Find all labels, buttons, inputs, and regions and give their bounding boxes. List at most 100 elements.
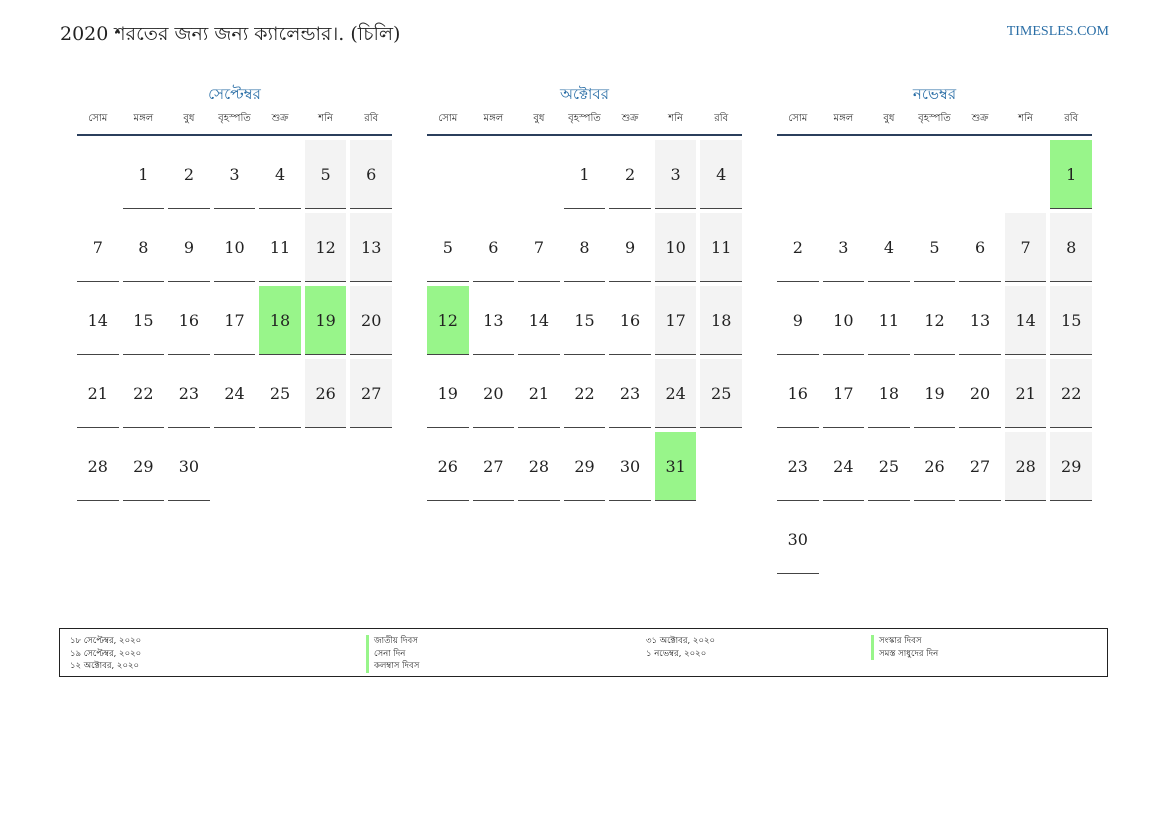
day-cell[interactable]: 16	[168, 286, 210, 355]
day-cell[interactable]: 22	[563, 359, 606, 428]
day-cell[interactable]: 29	[122, 432, 165, 501]
day-cell[interactable]: 21	[77, 359, 119, 428]
day-cell[interactable]: 29	[563, 432, 606, 501]
day-cell[interactable]: 25	[259, 359, 301, 428]
weekday-label: সোম	[88, 113, 108, 124]
day-cell[interactable]: 27	[959, 432, 1001, 501]
day-cell[interactable]: 4	[700, 140, 742, 209]
day-cell[interactable]: 29	[1050, 432, 1092, 501]
day-cell[interactable]: 15	[1050, 286, 1092, 355]
day-cell[interactable]: 11	[868, 286, 910, 355]
day-cell[interactable]: 19	[427, 359, 469, 428]
day-cell[interactable]: 28	[1004, 432, 1047, 501]
day-cell[interactable]: 11	[700, 213, 742, 282]
day-cell[interactable]: 10	[654, 213, 697, 282]
day-cell[interactable]: 9	[168, 213, 210, 282]
day-cell[interactable]: 17	[654, 286, 697, 355]
day-cell[interactable]: 30	[777, 505, 819, 574]
day-cell[interactable]: 4	[868, 213, 910, 282]
day-cell[interactable]: 24	[213, 359, 256, 428]
holiday-day-cell[interactable]: 19	[304, 286, 347, 355]
day-cell[interactable]: 1	[563, 140, 606, 209]
day-cell[interactable]: 6	[472, 213, 515, 282]
site-link[interactable]: TIMESLES.COM	[1006, 24, 1109, 39]
day-cell[interactable]: 20	[350, 286, 392, 355]
day-cell[interactable]: 8	[1050, 213, 1092, 282]
day-cell[interactable]: 16	[609, 286, 651, 355]
day-cell[interactable]: 2	[609, 140, 651, 209]
holiday-day-cell[interactable]: 12	[427, 286, 469, 355]
day-cell[interactable]: 8	[122, 213, 165, 282]
day-cell[interactable]: 6	[350, 140, 392, 209]
days-grid: 1 2 3 4 5 6 7 8 9 10 11 12 13 14 15 16 17 18 19 20 21 22 23 24 2…	[427, 140, 742, 501]
day-cell[interactable]: 19	[913, 359, 956, 428]
legend-dates-left: ১৮ সেপ্টেম্বর, ২০২০ ১৯ সেপ্টেম্বর, ২০২০ ১২…	[70, 635, 141, 673]
day-cell[interactable]: 22	[122, 359, 165, 428]
day-cell[interactable]: 6	[959, 213, 1001, 282]
day-cell[interactable]: 11	[259, 213, 301, 282]
day-cell[interactable]: 13	[350, 213, 392, 282]
day-cell[interactable]: 2	[777, 213, 819, 282]
day-cell[interactable]: 23	[168, 359, 210, 428]
day-cell[interactable]: 30	[168, 432, 210, 501]
day-cell[interactable]: 4	[259, 140, 301, 209]
day-cell[interactable]: 14	[77, 286, 119, 355]
day-cell[interactable]: 9	[609, 213, 651, 282]
day-cell[interactable]: 25	[700, 359, 742, 428]
day-cell[interactable]: 15	[122, 286, 165, 355]
day-cell[interactable]: 1	[122, 140, 165, 209]
weekday-label: শুক্র	[971, 113, 989, 124]
day-cell[interactable]: 21	[1004, 359, 1047, 428]
day-cell[interactable]: 10	[822, 286, 865, 355]
day-cell[interactable]: 18	[700, 286, 742, 355]
day-cell[interactable]: 12	[913, 286, 956, 355]
day-cell[interactable]: 22	[1050, 359, 1092, 428]
holiday-day-cell[interactable]: 18	[259, 286, 301, 355]
day-cell[interactable]: 5	[304, 140, 347, 209]
day-cell[interactable]: 21	[518, 359, 560, 428]
day-cell[interactable]: 7	[518, 213, 560, 282]
day-cell[interactable]: 30	[609, 432, 651, 501]
weekday-label: মঙ্গল	[833, 113, 854, 124]
day-cell[interactable]: 17	[213, 286, 256, 355]
day-cell[interactable]: 13	[959, 286, 1001, 355]
day-cell[interactable]: 23	[609, 359, 651, 428]
day-cell[interactable]: 3	[822, 213, 865, 282]
day-cell[interactable]: 26	[913, 432, 956, 501]
day-cell[interactable]: 12	[304, 213, 347, 282]
day-cell[interactable]: 28	[77, 432, 119, 501]
day-cell[interactable]: 2	[168, 140, 210, 209]
day-cell[interactable]: 7	[1004, 213, 1047, 282]
day-cell[interactable]: 20	[959, 359, 1001, 428]
day-cell[interactable]: 24	[654, 359, 697, 428]
day-cell[interactable]: 27	[472, 432, 515, 501]
day-cell[interactable]: 18	[868, 359, 910, 428]
day-cell[interactable]: 26	[427, 432, 469, 501]
empty-cell	[427, 140, 469, 209]
day-cell[interactable]: 3	[213, 140, 256, 209]
day-cell[interactable]: 14	[1004, 286, 1047, 355]
day-cell[interactable]: 26	[304, 359, 347, 428]
day-cell[interactable]: 13	[472, 286, 515, 355]
day-cell[interactable]: 9	[777, 286, 819, 355]
day-cell[interactable]: 25	[868, 432, 910, 501]
holiday-day-cell[interactable]: 1	[1050, 140, 1092, 209]
day-cell[interactable]: 23	[777, 432, 819, 501]
holiday-day-cell[interactable]: 31	[654, 432, 697, 501]
day-cell[interactable]: 20	[472, 359, 515, 428]
day-cell[interactable]: 8	[563, 213, 606, 282]
day-cell[interactable]: 5	[427, 213, 469, 282]
weekday-label: শুক্র	[271, 113, 289, 124]
day-cell[interactable]: 27	[350, 359, 392, 428]
day-cell[interactable]: 14	[518, 286, 560, 355]
day-cell[interactable]: 15	[563, 286, 606, 355]
day-cell[interactable]: 3	[654, 140, 697, 209]
day-cell[interactable]: 16	[777, 359, 819, 428]
weekday-header: সোম মঙ্গল বুধ বৃহস্পতি শুক্র শনি রবি	[777, 112, 1092, 136]
day-cell[interactable]: 24	[822, 432, 865, 501]
day-cell[interactable]: 5	[913, 213, 956, 282]
day-cell[interactable]: 28	[518, 432, 560, 501]
day-cell[interactable]: 17	[822, 359, 865, 428]
day-cell[interactable]: 7	[77, 213, 119, 282]
day-cell[interactable]: 10	[213, 213, 256, 282]
